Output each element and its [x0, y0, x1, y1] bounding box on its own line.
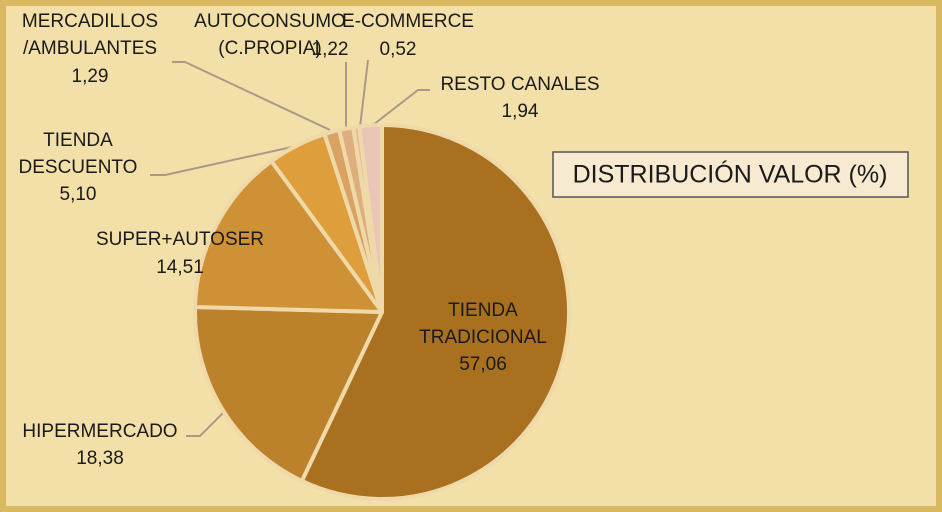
value-label: 5,10 [60, 184, 97, 205]
leader-line [359, 59, 369, 128]
category-label: E-COMMERCE [342, 11, 474, 32]
pie-slice [193, 159, 384, 314]
leader-line [186, 407, 229, 437]
leader-line [172, 61, 331, 131]
value-label: 57,06 [459, 354, 507, 375]
category-label: TIENDA TRADICIONAL [419, 300, 547, 348]
leader-lines [150, 59, 430, 437]
category-label: RESTO CANALES [440, 74, 599, 95]
pie-slice [357, 123, 384, 314]
category-label: AUTOCONSUMO (C.PROPIA) [194, 11, 346, 59]
pie [193, 123, 571, 501]
category-label: TIENDA DESCUENTO [19, 130, 138, 178]
value-label: 18,38 [76, 448, 124, 469]
category-label: SUPER+AUTOSER [96, 229, 264, 250]
pie-slice [193, 305, 384, 483]
value-label: 1,22 [312, 39, 349, 60]
pie-slice [299, 123, 571, 501]
value-label: 14,51 [156, 257, 204, 278]
chart-title: DISTRIBUCIÓN VALOR (%) [573, 160, 888, 189]
leader-line [372, 89, 430, 126]
title-box [552, 151, 909, 198]
category-label: MERCADILLOS/AMBULANTES [22, 11, 158, 59]
value-label: 0,52 [380, 39, 417, 60]
value-label: 1,94 [502, 101, 539, 122]
value-label: 1,29 [72, 66, 109, 87]
leader-line [150, 146, 293, 176]
category-label: HIPERMERCADO [22, 421, 177, 442]
